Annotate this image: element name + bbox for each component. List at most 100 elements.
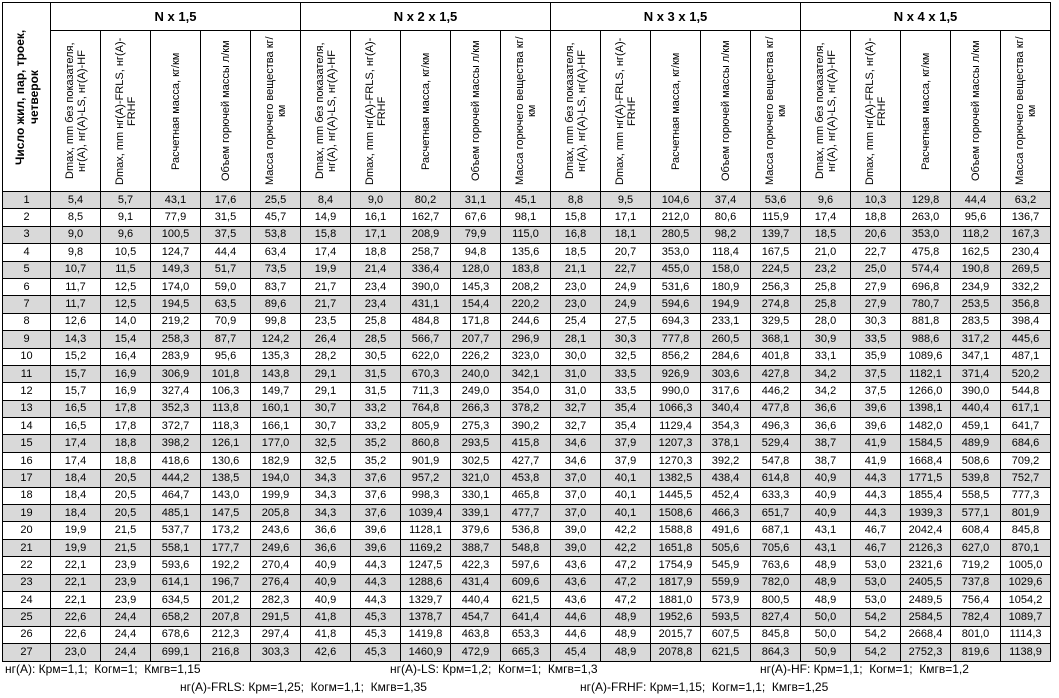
table-cell: 1138,9 (1000, 643, 1051, 662)
table-cell: 174,0 (150, 277, 201, 297)
table-cell: 317,6 (700, 382, 751, 401)
table-cell: 1066,3 (650, 399, 701, 419)
table-cell: 50,9 (800, 643, 851, 662)
table-cell: 167,3 (1000, 225, 1051, 245)
table-cell: 1460,9 (400, 643, 451, 662)
table-cell: 9,5 (600, 190, 651, 210)
table-cell: 1029,6 (1000, 573, 1051, 592)
table-cell: 1114,3 (1000, 625, 1051, 645)
table-cell: 95,6 (950, 208, 1001, 227)
table-row: 23 22,1 23,9 614,1 196,7 276,4 40,9 44,3 1288,6 4… (2, 573, 1051, 592)
table-cell: 1445,5 (650, 486, 701, 506)
table-cell: 371,4 (950, 364, 1001, 384)
table-cell: 39,6 (850, 417, 901, 436)
table-cell: 158,0 (700, 260, 751, 279)
table-cell: 80,6 (700, 208, 751, 227)
table-cell: 33,2 (350, 399, 401, 419)
table-cell: 77,9 (150, 208, 201, 227)
table-cell: 9 (2, 330, 51, 349)
table-cell: 154,4 (450, 295, 501, 314)
subcolumn-label: Объем горючей массы л/км (469, 40, 482, 182)
table-cell: 860,8 (400, 434, 451, 453)
table-cell: 484,8 (400, 312, 451, 332)
table-cell: 737,8 (950, 573, 1001, 592)
table-cell: 756,4 (950, 590, 1001, 610)
table-cell: 283,5 (950, 312, 1001, 332)
table-cell: 45,3 (350, 608, 401, 627)
table-cell: 22,7 (600, 260, 651, 279)
table-cell: 9,0 (50, 225, 101, 245)
table-cell: 487,1 (1000, 347, 1051, 366)
table-cell: 472,9 (450, 643, 501, 662)
table-cell: 709,2 (1000, 451, 1051, 471)
table-cell: 143,0 (200, 486, 251, 506)
table-cell: 293,5 (450, 434, 501, 453)
table-cell: 372,7 (150, 417, 201, 436)
table-cell: 464,7 (150, 486, 201, 506)
table-cell: 40,9 (300, 573, 351, 592)
table-cell: 37,0 (550, 486, 601, 506)
table-cell: 398,4 (1000, 312, 1051, 332)
table-cell: 1817,9 (650, 573, 701, 592)
table-cell: 15,4 (100, 330, 151, 349)
table-cell: 1169,2 (400, 538, 451, 558)
table-row: 27 23,0 24,4 699,1 216,8 303,3 42,6 45,3 1460,9 4… (2, 643, 1051, 662)
table-cell: 208,2 (500, 277, 551, 297)
table-cell: 180,9 (700, 277, 751, 297)
table-cell: 2752,3 (900, 643, 951, 662)
table-cell: 21,5 (100, 538, 151, 558)
table-cell: 577,1 (950, 504, 1001, 523)
table-cell: 22,6 (50, 608, 101, 627)
table-cell: 194,0 (250, 469, 301, 488)
table-cell: 446,2 (750, 382, 801, 401)
table-cell: 508,6 (950, 451, 1001, 471)
table-cell: 139,7 (750, 225, 801, 245)
table-cell: 192,2 (200, 556, 251, 575)
table-cell: 41,8 (300, 625, 351, 645)
table-cell: 126,1 (200, 434, 251, 453)
table-cell: 390,2 (500, 417, 551, 436)
table-cell: 21,0 (800, 243, 851, 262)
table-cell: 37,0 (550, 469, 601, 488)
table-cell: 539,8 (950, 469, 1001, 488)
table-cell: 31,5 (350, 364, 401, 384)
table-cell: 14,3 (50, 330, 101, 349)
table-cell: 25,8 (350, 312, 401, 332)
table-row: 22 22,1 23,9 593,6 192,2 270,4 40,9 44,3 1247,5 4… (2, 556, 1051, 575)
table-cell: 171,8 (450, 312, 501, 332)
table-cell: 24,4 (100, 643, 151, 662)
table-cell: 23,4 (350, 277, 401, 297)
table-cell: 50,0 (800, 608, 851, 627)
table-cell: 143,8 (250, 364, 301, 384)
table-cell: 19,9 (300, 260, 351, 279)
subcolumn-header: Объем горючей массы л/км (950, 30, 1001, 192)
table-cell: 45,1 (500, 190, 551, 210)
table-cell: 17 (2, 469, 51, 488)
table-cell: 491,6 (700, 521, 751, 540)
table-row: 18 18,4 20,5 464,7 143,0 199,9 34,3 37,6 998,3 33… (2, 486, 1051, 506)
table-cell: 8,4 (300, 190, 351, 210)
table-cell: 243,6 (250, 521, 301, 540)
note: нг(А): Крм=1,1; Когм=1; Кмгв=1,15 (5, 662, 201, 676)
table-cell: 48,9 (600, 625, 651, 645)
table-cell: 621,5 (700, 643, 751, 662)
table-cell: 207,7 (450, 330, 501, 349)
table-cell: 33,1 (800, 347, 851, 366)
table-cell: 379,6 (450, 521, 501, 540)
subcolumn-header: Масса горючего вещества кг/км (250, 30, 301, 192)
table-cell: 23,9 (100, 556, 151, 575)
table-cell: 39,0 (550, 538, 601, 558)
table-cell: 269,5 (1000, 260, 1051, 279)
table-cell: 475,8 (900, 243, 951, 262)
table-cell: 219,2 (150, 312, 201, 332)
table-cell: 48,9 (600, 608, 651, 627)
table-cell: 1398,1 (900, 399, 951, 419)
table-cell: 24,9 (600, 295, 651, 314)
table-cell: 23,4 (350, 295, 401, 314)
table-cell: 1329,7 (400, 590, 451, 610)
table-cell: 1182,1 (900, 364, 951, 384)
table-cell: 19,9 (50, 538, 101, 558)
table-cell: 1771,5 (900, 469, 951, 488)
table-cell: 415,8 (500, 434, 551, 453)
table-cell: 39,6 (350, 538, 401, 558)
